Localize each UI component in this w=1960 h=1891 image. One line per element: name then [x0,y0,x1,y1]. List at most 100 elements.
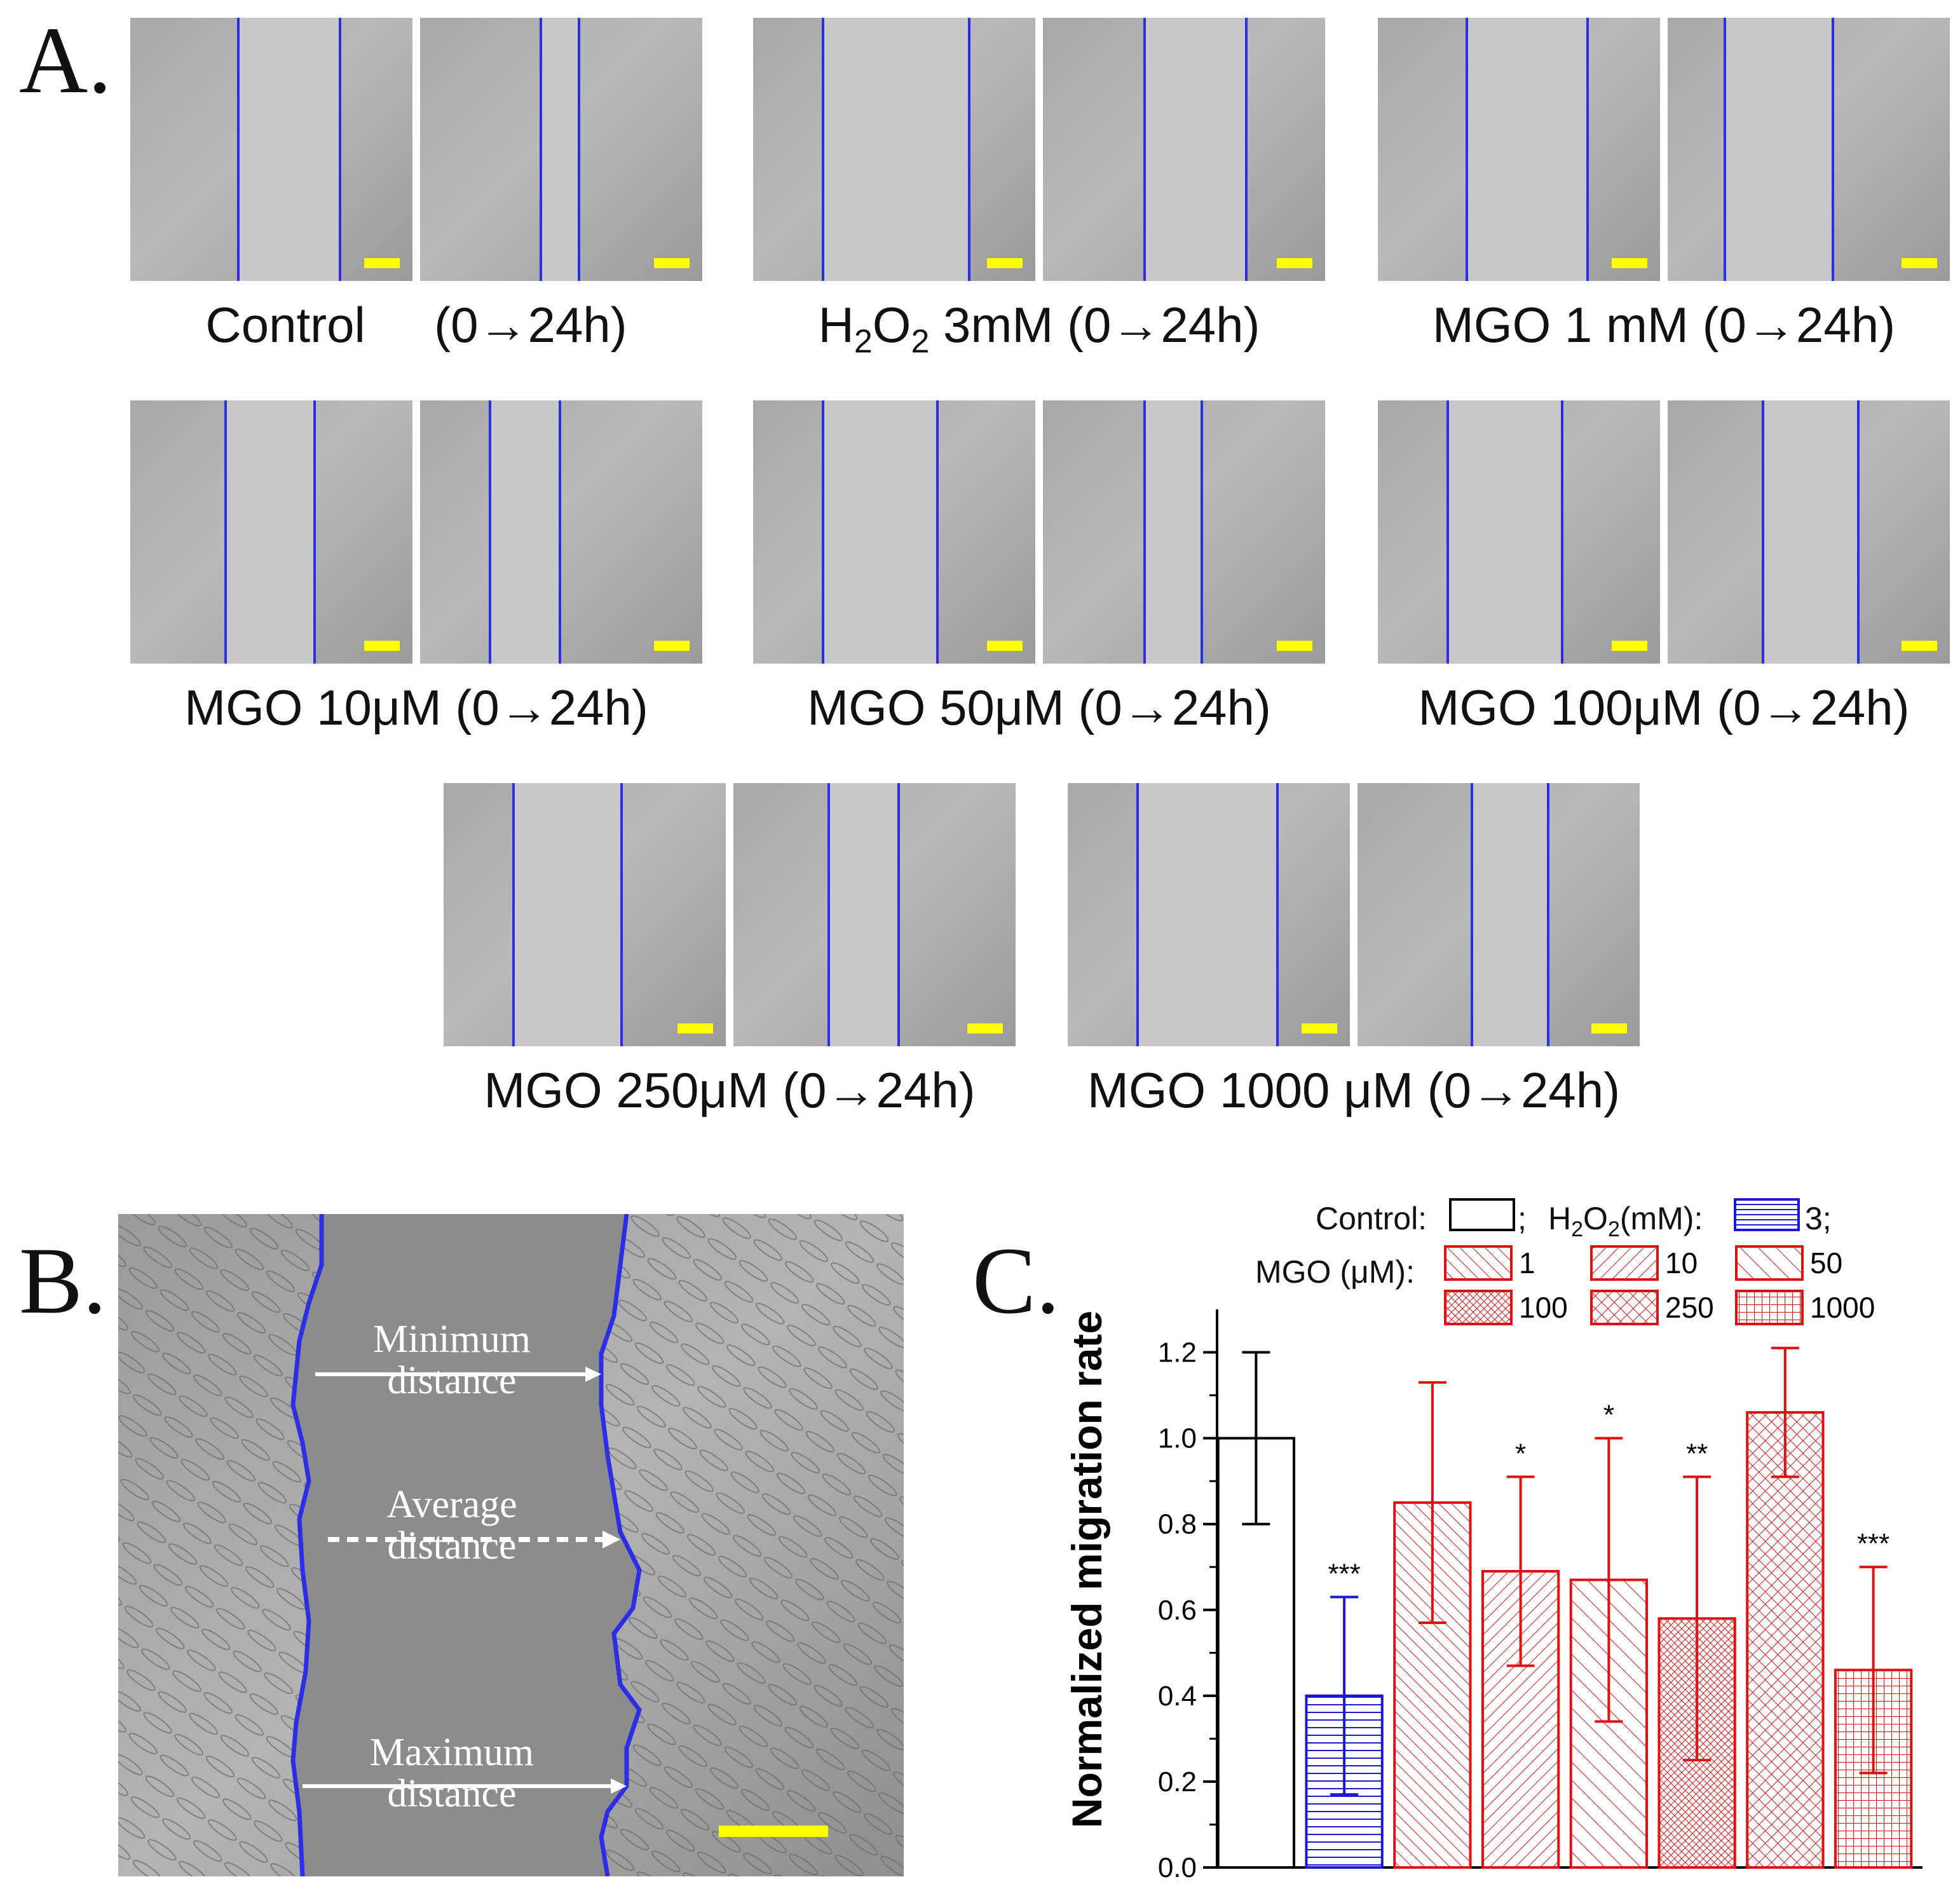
legend-swatch-mgo [1590,1290,1659,1325]
panel-c-letter: C. [972,1228,1060,1334]
panel-a-letter: A. [19,8,112,113]
legend-label-mgo: 100 [1519,1291,1568,1324]
max-distance-arrowhead [611,1778,627,1794]
left-wound-edge [237,18,240,281]
scale-bar [1612,641,1647,651]
pair-label: MGO 100μM (0→24h) [1418,679,1910,735]
right-wound-edge [599,1213,642,1877]
micrograph-0h [1378,400,1660,664]
image-pair: MGO 10μM (0→24h) [130,400,702,756]
right-wound-edge [1832,18,1834,281]
wound-gap [514,783,622,1046]
wound-gap [823,18,969,281]
micrograph-0h [1378,18,1660,281]
scale-bar [1302,1023,1337,1034]
micrograph-24h [420,400,702,664]
legend-swatch-mgo [1444,1290,1513,1325]
legend-label-mgo: 250 [1665,1291,1714,1324]
wound-gap [1467,18,1588,281]
legend-control-label: Control: [1316,1201,1427,1236]
pair-label: MGO 50μM (0→24h) [807,679,1271,735]
legend-label-mgo: 1000 [1810,1291,1875,1324]
migration-rate-chart: 0.0 0.2 0.4 0.6 0.8 1.0 1.2 Normalized migratio… [1063,1245,1923,1881]
pair-label: MGO 1 mM (0→24h) [1432,297,1896,353]
wound-gap [1448,400,1562,664]
scale-bar [364,258,400,268]
legend-label-mgo: 1 [1519,1246,1535,1280]
micrograph-24h [733,783,1016,1046]
left-wound-edge [290,1214,324,1877]
wound-gap [1145,18,1246,281]
legend-swatch-mgo [1735,1245,1804,1281]
micrograph-0h [753,400,1035,664]
pair-label: Control (0→24h) [205,297,627,353]
scale-bar [364,641,400,651]
pair-label: MGO 10μM (0→24h) [184,679,648,735]
micrograph-24h [1043,400,1325,664]
bar-6 [1746,1411,1825,1869]
left-wound-edge [1471,783,1473,1046]
left-wound-edge [1446,400,1449,664]
y-tick-label: 0.6 [1158,1595,1197,1626]
right-wound-edge [313,400,316,664]
y-axis-label: Normalized migration rate [1063,1311,1110,1828]
avg-distance-arrowhead [602,1531,620,1548]
image-pair: MGO 250μM (0→24h) [444,783,1016,1139]
wound-gap [226,400,315,664]
wound-gap [829,783,899,1046]
min-distance-arrowhead [585,1367,601,1382]
legend-label-mgo: 10 [1665,1246,1698,1280]
right-wound-edge [1547,783,1549,1046]
right-wound-edge [339,18,341,281]
scale-bar [1277,258,1312,268]
scale-bar [1902,258,1937,268]
y-tick-label: 1.2 [1158,1337,1197,1369]
micrograph-0h [130,400,412,664]
pair-label: MGO 250μM (0→24h) [484,1062,976,1118]
max-distance-label: Maximum distance [369,1731,534,1816]
legend-swatch-mgo [1735,1290,1804,1325]
right-wound-edge [1201,400,1203,664]
pair-label: MGO 1000 μM (0→24h) [1087,1062,1621,1118]
micrograph-24h [420,18,702,281]
legend-h2o2-swatch [1734,1198,1800,1231]
micrograph-24h [1358,783,1640,1046]
wound-gap [1725,18,1833,281]
wound-gap [1138,783,1277,1046]
panel-b-letter: B. [19,1228,107,1334]
image-pair: Control (0→24h) [130,18,702,374]
left-wound-edge [512,783,515,1046]
legend-h2o2-label: H2O2(mM): [1548,1201,1703,1241]
right-wound-edge [1245,18,1248,281]
wound-diagram-svg [118,1213,904,1877]
wound-gap [238,18,340,281]
right-wound-edge [936,400,939,664]
scale-bar [1612,258,1647,268]
left-wound-edge [1466,18,1468,281]
wound-gap [490,400,560,664]
right-wound-edge [1586,18,1589,281]
wound-gap [823,400,937,664]
legend-h2o2-value: 3; [1805,1201,1832,1236]
left-wound-edge [1724,18,1726,281]
y-tick-label: 0.0 [1158,1852,1197,1881]
min-distance-label: Minimum distance [372,1318,531,1403]
scale-bar [1277,641,1312,651]
left-wound-edge [1762,400,1764,664]
legend-swatch-mgo [1590,1245,1659,1281]
micrograph-0h [130,18,412,281]
wound-gap [1472,783,1548,1046]
bar-4 [1569,1578,1649,1869]
right-wound-edge [1276,783,1279,1046]
scale-bar [719,1826,828,1837]
legend-control-swatch [1449,1198,1515,1231]
scale-bar [654,258,690,268]
scale-bar [1591,1023,1627,1034]
scale-bar [1902,641,1937,651]
scale-bar [677,1023,713,1034]
scale-bar [987,641,1023,651]
micrograph-0h [444,783,726,1046]
image-pair: H2O2 3mM (0→24h) [753,18,1325,374]
left-wound-edge [1136,783,1139,1046]
image-pair: MGO 50μM (0→24h) [753,400,1325,756]
